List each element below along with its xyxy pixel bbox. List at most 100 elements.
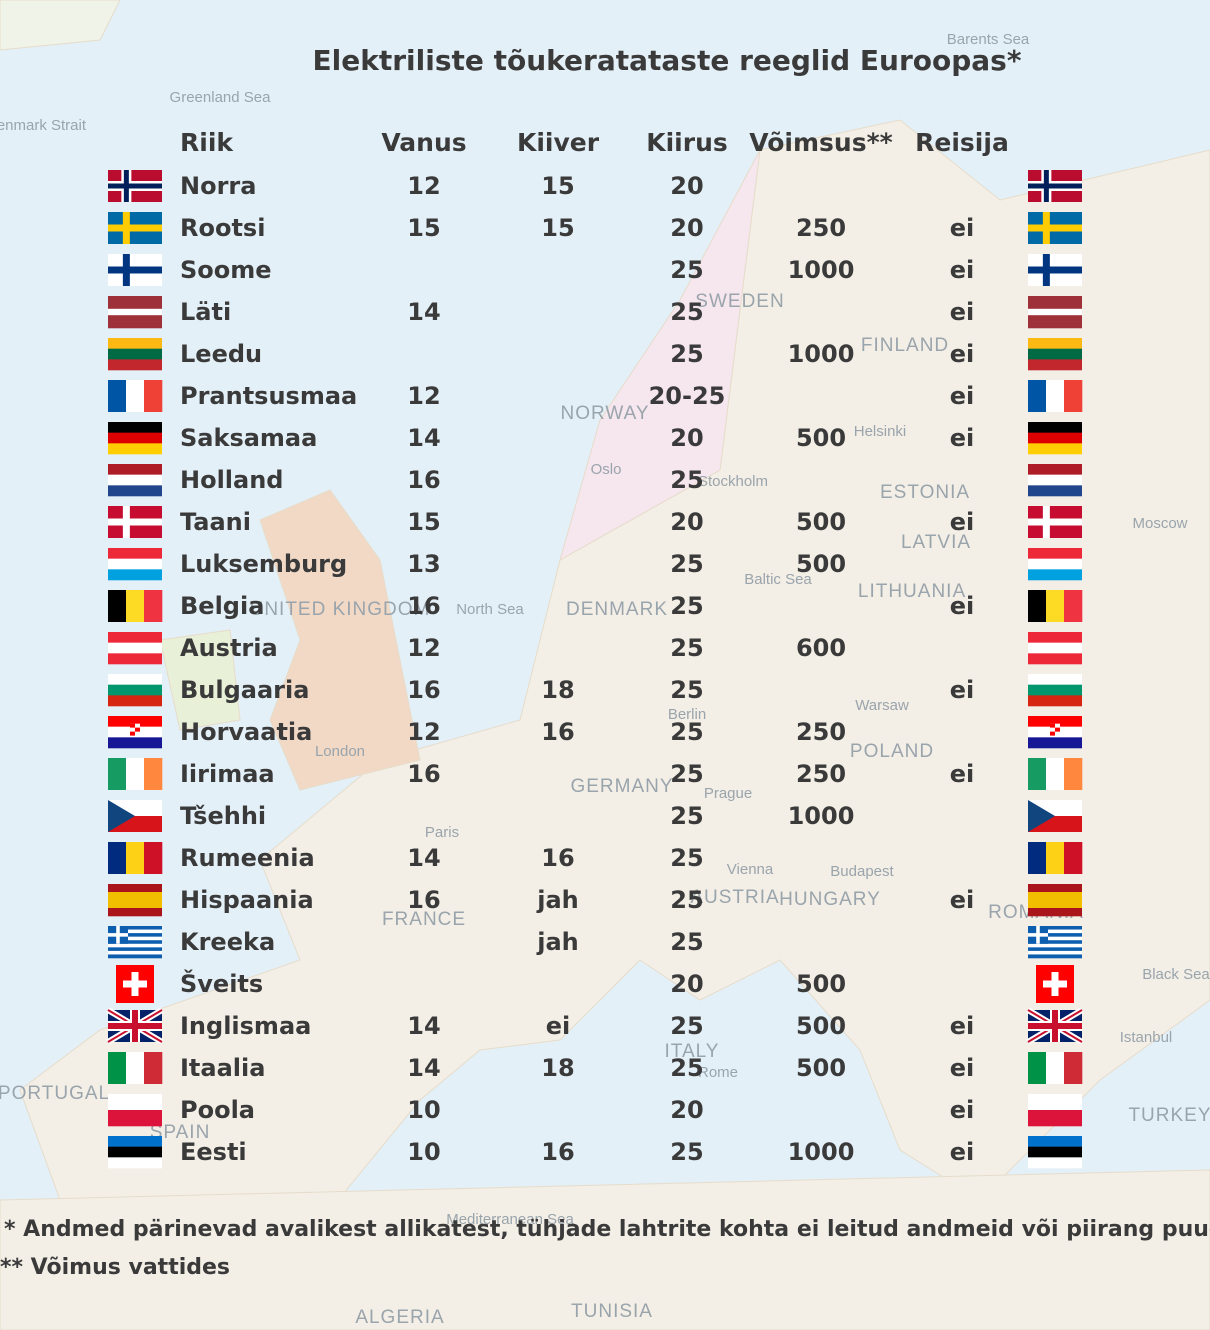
table-cell: 25 — [670, 1138, 703, 1166]
flag-part — [108, 348, 162, 360]
flag-part — [108, 1052, 127, 1084]
column-header: Riik — [180, 128, 234, 157]
flag-part — [1046, 1052, 1065, 1084]
flag-part — [1028, 954, 1082, 959]
flag-part — [108, 558, 162, 570]
map-label: Oslo — [591, 461, 622, 478]
table-cell: 20 — [670, 424, 703, 452]
table-cell: ei — [950, 424, 975, 452]
flag-part — [108, 947, 162, 952]
map-label: FRANCE — [382, 909, 466, 930]
flag — [1028, 1136, 1082, 1169]
flag-part — [108, 716, 162, 727]
flag-part — [1028, 432, 1082, 444]
table-cell: 15 — [541, 172, 574, 200]
map-label: Black Sea — [1142, 966, 1210, 983]
flag-part — [1028, 443, 1082, 455]
table-cell: ei — [950, 1096, 975, 1124]
flag — [1028, 590, 1083, 622]
table-cell: 18 — [541, 1054, 574, 1082]
flag — [108, 212, 162, 244]
flag-part — [108, 569, 162, 581]
flag-part — [126, 842, 145, 874]
flag-part — [108, 926, 162, 930]
table-cell: 16 — [407, 676, 440, 704]
flag-part — [108, 695, 162, 707]
flag-part — [108, 940, 162, 945]
map-label: Berlin — [668, 706, 706, 723]
flag-part — [1028, 485, 1082, 497]
table-cell: 25 — [670, 340, 703, 368]
flag — [108, 716, 162, 749]
table-cell: 15 — [541, 214, 574, 242]
flag — [1028, 506, 1082, 538]
flag-part — [1028, 359, 1082, 371]
flag-part — [108, 422, 162, 433]
table-cell: 16 — [407, 760, 440, 788]
map-label: Warsaw — [855, 697, 909, 714]
table-cell: 25 — [670, 298, 703, 326]
flag-part — [1028, 800, 1055, 832]
map-label: Paris — [425, 824, 459, 841]
flag-part — [108, 183, 162, 189]
country-name: Kreeka — [180, 928, 275, 956]
table-cell: 16 — [407, 886, 440, 914]
flag-part — [1028, 908, 1082, 917]
flag-part — [1028, 943, 1082, 948]
flag-part — [1028, 1146, 1082, 1158]
table-cell: 20 — [670, 214, 703, 242]
flag-part — [108, 590, 127, 622]
flag-part — [108, 518, 162, 526]
flag — [108, 464, 162, 497]
flag — [1028, 170, 1082, 202]
table-cell: 500 — [796, 1054, 846, 1082]
table-cell: ei — [950, 1054, 975, 1082]
flag — [108, 632, 162, 665]
table-cell: 20 — [670, 172, 703, 200]
flag-part — [1028, 737, 1082, 749]
map-label: LITHUANIA — [858, 581, 966, 602]
country-name: Norra — [180, 172, 256, 200]
table-cell: 25 — [670, 466, 703, 494]
flag — [1028, 212, 1082, 244]
table-cell: 14 — [407, 1012, 440, 1040]
table-cell: 12 — [407, 172, 440, 200]
flag-part — [108, 1136, 162, 1147]
flag — [108, 548, 162, 581]
map-label: UNITED KINGDOM — [250, 599, 431, 620]
flag-part — [1028, 518, 1082, 526]
table-cell: 25 — [670, 1054, 703, 1082]
table-cell: 25 — [670, 760, 703, 788]
flag-part — [1028, 947, 1082, 952]
flag — [108, 296, 162, 329]
table-cell: 500 — [796, 508, 846, 536]
table-cell: 14 — [407, 844, 440, 872]
flag-part — [108, 674, 162, 685]
table-cell: 25 — [670, 634, 703, 662]
flag-part — [144, 758, 163, 790]
flag-part — [144, 842, 163, 874]
flag — [1028, 632, 1082, 665]
flag-part — [108, 432, 162, 444]
table-cell: 16 — [407, 592, 440, 620]
table-cell: 1000 — [788, 340, 855, 368]
flag — [108, 1136, 162, 1169]
flag-part — [108, 900, 162, 909]
map-label: NORWAY — [560, 403, 649, 424]
table-cell: 16 — [541, 718, 574, 746]
map-label: SPAIN — [150, 1122, 211, 1143]
table-cell: ei — [950, 382, 975, 410]
flag-part — [108, 936, 162, 941]
flag-part — [1028, 674, 1082, 685]
flag-part — [108, 684, 162, 696]
flag — [108, 254, 162, 286]
flag-part — [144, 590, 163, 622]
flag — [108, 926, 162, 959]
flag — [1028, 758, 1083, 790]
table-cell: 15 — [407, 214, 440, 242]
table-cell: jah — [536, 886, 579, 914]
flag-part — [1064, 842, 1083, 874]
flag — [1028, 1094, 1082, 1127]
country-name: Bulgaaria — [180, 676, 309, 704]
table-cell: 500 — [796, 424, 846, 452]
